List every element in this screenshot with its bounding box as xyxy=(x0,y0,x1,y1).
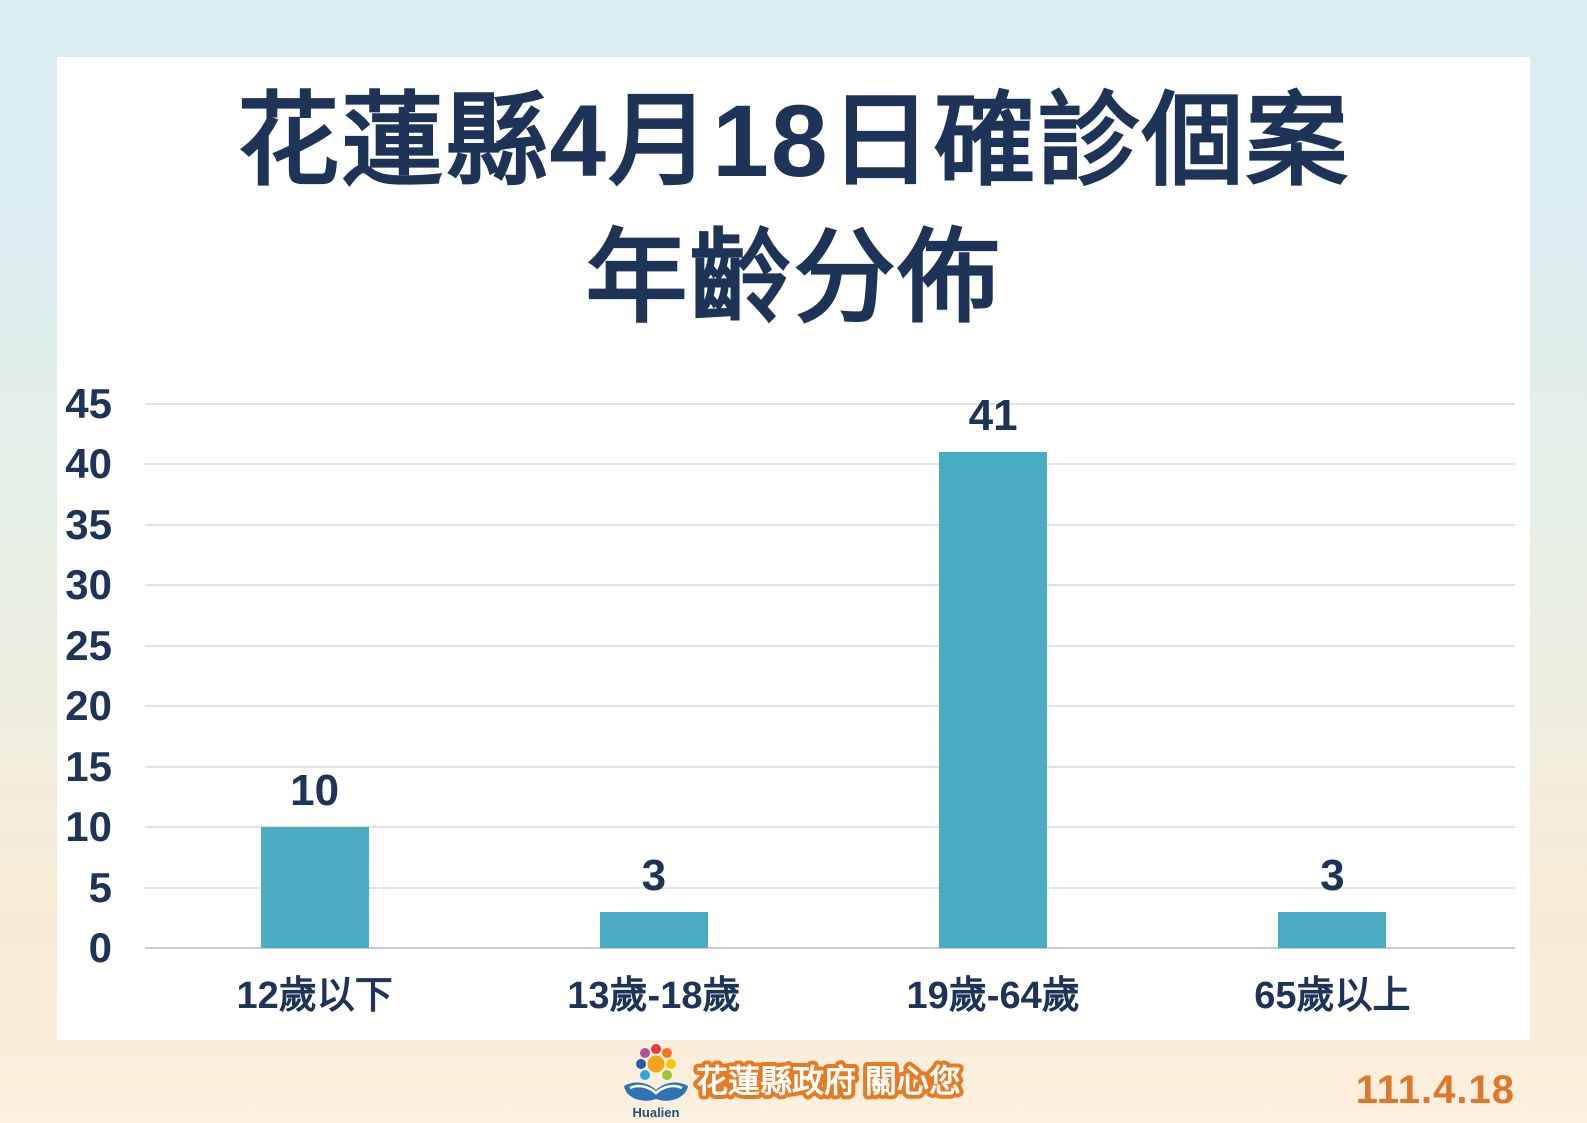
x-axis-label: 65歲以上 xyxy=(1254,975,1411,1017)
chart-title-line1: 花蓮縣4月18日確診個案 xyxy=(237,84,1350,198)
y-axis-tick-labels: 0 5 10 15 20 25 30 35 40 45 xyxy=(65,383,112,969)
footer-org: 花蓮縣政府 關心您 xyxy=(692,1050,992,1115)
bar-value-label: 3 xyxy=(1320,850,1345,900)
chart-title-line2: 年齡分佈 xyxy=(585,220,1002,335)
bar-value-label: 41 xyxy=(968,391,1018,441)
x-axis-label: 12歲以下 xyxy=(236,975,393,1017)
y-tick-label-10: 10 xyxy=(65,803,112,851)
bar-19歲-64歲 xyxy=(939,452,1048,948)
category-band: 10 12歲以下 xyxy=(145,404,484,1017)
y-tick-label-45: 45 xyxy=(65,380,112,427)
y-tick-label-20: 20 xyxy=(65,682,112,730)
y-tick-label-5: 5 xyxy=(88,863,112,911)
category-band: 41 19歲-64歲 xyxy=(824,394,1163,1017)
chart-title: 花蓮縣4月18日確診個案 年齡分佈 xyxy=(57,73,1530,346)
plot-area: 10 12歲以下 3 13歲-18歲 41 19歲-64歲 3 65歲以上 xyxy=(145,394,1515,1017)
gridline-45 xyxy=(145,403,1515,405)
y-tick-label-15: 15 xyxy=(65,742,112,790)
category-band: 3 65歲以上 xyxy=(1163,404,1502,1017)
footer-org-svg: 花蓮縣政府 關心您 xyxy=(692,1059,965,1103)
bar-value-label: 3 xyxy=(641,850,667,900)
footer-date: 111.4.18 xyxy=(1355,1068,1515,1112)
bar-65歲以上 xyxy=(1278,911,1387,948)
gridline-25 xyxy=(145,644,1515,647)
y-tick-label-40: 40 xyxy=(65,440,112,488)
logo-flower-center xyxy=(647,1055,665,1073)
gridline-35 xyxy=(145,523,1515,526)
x-axis-line xyxy=(145,947,1515,949)
bar-12歲以下 xyxy=(260,827,369,948)
hualien-logo-graphic: Hualien xyxy=(624,1044,688,1120)
chart-card: 花蓮縣4月18日確診個案 年齡分佈 0 5 10 15 20 25 30 35 40 45 10 1… xyxy=(57,57,1530,1040)
x-axis-label: 19歲-64歲 xyxy=(906,975,1080,1017)
bar-value-label: 10 xyxy=(290,766,340,816)
footer-org-text: 花蓮縣政府 關心您 xyxy=(696,1063,961,1099)
hualien-logo: Hualien xyxy=(618,1042,694,1123)
gridline-20 xyxy=(145,705,1515,708)
gridline-10 xyxy=(145,826,1515,829)
category-band: 3 13歲-18歲 xyxy=(484,404,823,1017)
y-tick-label-30: 30 xyxy=(65,561,112,609)
gridline-40 xyxy=(145,463,1515,466)
x-axis-label: 13歲-18歲 xyxy=(567,975,741,1017)
logo-label: Hualien xyxy=(633,1105,680,1120)
gridline-15 xyxy=(145,765,1515,768)
y-tick-label-25: 25 xyxy=(65,621,112,669)
y-tick-label-0: 0 xyxy=(88,924,112,971)
gridline-30 xyxy=(145,584,1515,587)
y-tick-label-35: 35 xyxy=(65,500,112,548)
bar-13歲-18歲 xyxy=(599,911,708,948)
gridline-5 xyxy=(145,886,1515,889)
